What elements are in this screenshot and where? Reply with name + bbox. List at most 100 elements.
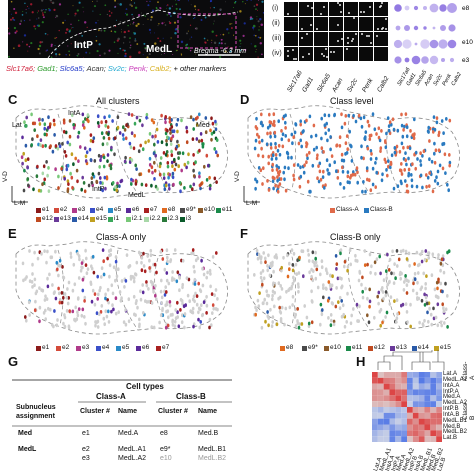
cell-dot	[124, 155, 127, 160]
cell-dot	[379, 323, 382, 328]
dendrogram-path	[377, 350, 445, 370]
heat-cell	[430, 389, 437, 396]
legend-swatch	[144, 208, 149, 213]
cell-dot	[299, 165, 302, 170]
cell-dot	[319, 272, 322, 277]
cell-dot	[444, 171, 447, 175]
cell-dot	[51, 283, 54, 287]
microscopy-texture	[8, 0, 264, 58]
cell-dot	[447, 188, 450, 193]
inta-region-label: IntA	[68, 110, 81, 117]
legend-swatch	[126, 217, 131, 222]
cell-dot	[24, 143, 28, 148]
legend-swatch	[56, 346, 61, 351]
cell-dot	[148, 258, 151, 263]
cell-dot	[52, 118, 56, 123]
ish-cell	[299, 17, 313, 31]
cell-dot	[195, 302, 199, 307]
heat-cell	[395, 436, 402, 442]
heat-cell	[401, 407, 407, 413]
cell-dot	[83, 146, 87, 151]
cell-dot	[306, 156, 309, 161]
cell-dot	[359, 116, 363, 121]
cell-dot	[133, 312, 136, 317]
cell-dot	[107, 249, 111, 253]
cell-dot	[153, 160, 156, 165]
cell-dot	[130, 182, 133, 186]
cell-dot	[361, 189, 364, 194]
cell-dot	[305, 153, 309, 157]
cell-dot	[431, 189, 435, 194]
heat-cell	[383, 430, 390, 437]
cell-dot	[100, 304, 104, 308]
cell-dot	[442, 131, 445, 135]
legend-swatch	[330, 208, 335, 213]
cell-dot	[307, 321, 311, 326]
cell-dot	[178, 275, 181, 279]
cell-dot	[43, 132, 47, 137]
dot-mark	[413, 5, 419, 11]
table-cell-b_cluster: e8	[160, 430, 168, 437]
cell-dot	[158, 172, 162, 177]
cell-dot	[262, 276, 266, 281]
legend-label: e4	[96, 206, 104, 213]
cell-dot	[339, 182, 342, 186]
cell-dot	[395, 320, 398, 324]
cell-dot	[265, 142, 269, 147]
cell-dot	[95, 179, 98, 184]
cell-dot	[45, 260, 48, 265]
scatter-class-a	[15, 241, 228, 335]
cell-dot	[80, 261, 84, 265]
heat-cell	[430, 430, 437, 437]
cell-dot	[338, 276, 342, 280]
cell-dot	[274, 153, 278, 157]
cell-dot	[211, 121, 215, 126]
cell-dot	[40, 251, 43, 256]
cell-dot	[260, 146, 263, 151]
cell-dot	[166, 128, 169, 133]
cell-dot	[141, 283, 144, 287]
cell-dot	[181, 258, 185, 263]
cell-dot	[254, 186, 257, 191]
legend-swatch	[36, 217, 41, 222]
cell-dot	[61, 275, 65, 280]
cell-dot	[430, 159, 434, 164]
heat-cell	[407, 389, 413, 396]
cell-dot	[81, 123, 85, 127]
cell-dot	[345, 320, 348, 324]
cell-dot	[52, 291, 56, 296]
cell-dot	[257, 252, 261, 257]
cell-dot	[364, 130, 368, 134]
legend-swatch	[162, 217, 167, 222]
table-cell-a_cluster: e1	[82, 430, 90, 437]
cell-dot	[387, 124, 391, 128]
cell-dot	[288, 261, 291, 266]
cell-dot	[439, 268, 442, 273]
cell-dot	[72, 123, 75, 127]
cell-dot	[58, 258, 62, 263]
cell-dot	[261, 269, 265, 273]
cell-dot	[69, 251, 73, 256]
cell-dot	[401, 134, 405, 139]
cell-dot	[44, 317, 47, 321]
cell-dot	[273, 290, 276, 295]
cell-dot	[114, 259, 118, 264]
cell-dot	[30, 280, 34, 284]
cell-dot	[314, 276, 318, 281]
dendrogram	[377, 350, 445, 370]
cell-dot	[338, 306, 342, 311]
cell-dot	[344, 141, 348, 146]
cell-dot	[387, 164, 390, 169]
cell-dot	[39, 143, 42, 148]
legend-swatch	[364, 208, 369, 213]
cell-dot	[315, 264, 319, 268]
cell-dot	[405, 134, 409, 139]
cell-dot	[62, 321, 65, 326]
cell-dot	[419, 287, 423, 292]
cell-dot	[155, 270, 158, 275]
cell-dot	[163, 187, 167, 192]
dot-mark	[421, 56, 429, 64]
cell-dot	[73, 282, 77, 287]
cell-dot	[138, 317, 141, 322]
heat-cell	[424, 372, 431, 378]
